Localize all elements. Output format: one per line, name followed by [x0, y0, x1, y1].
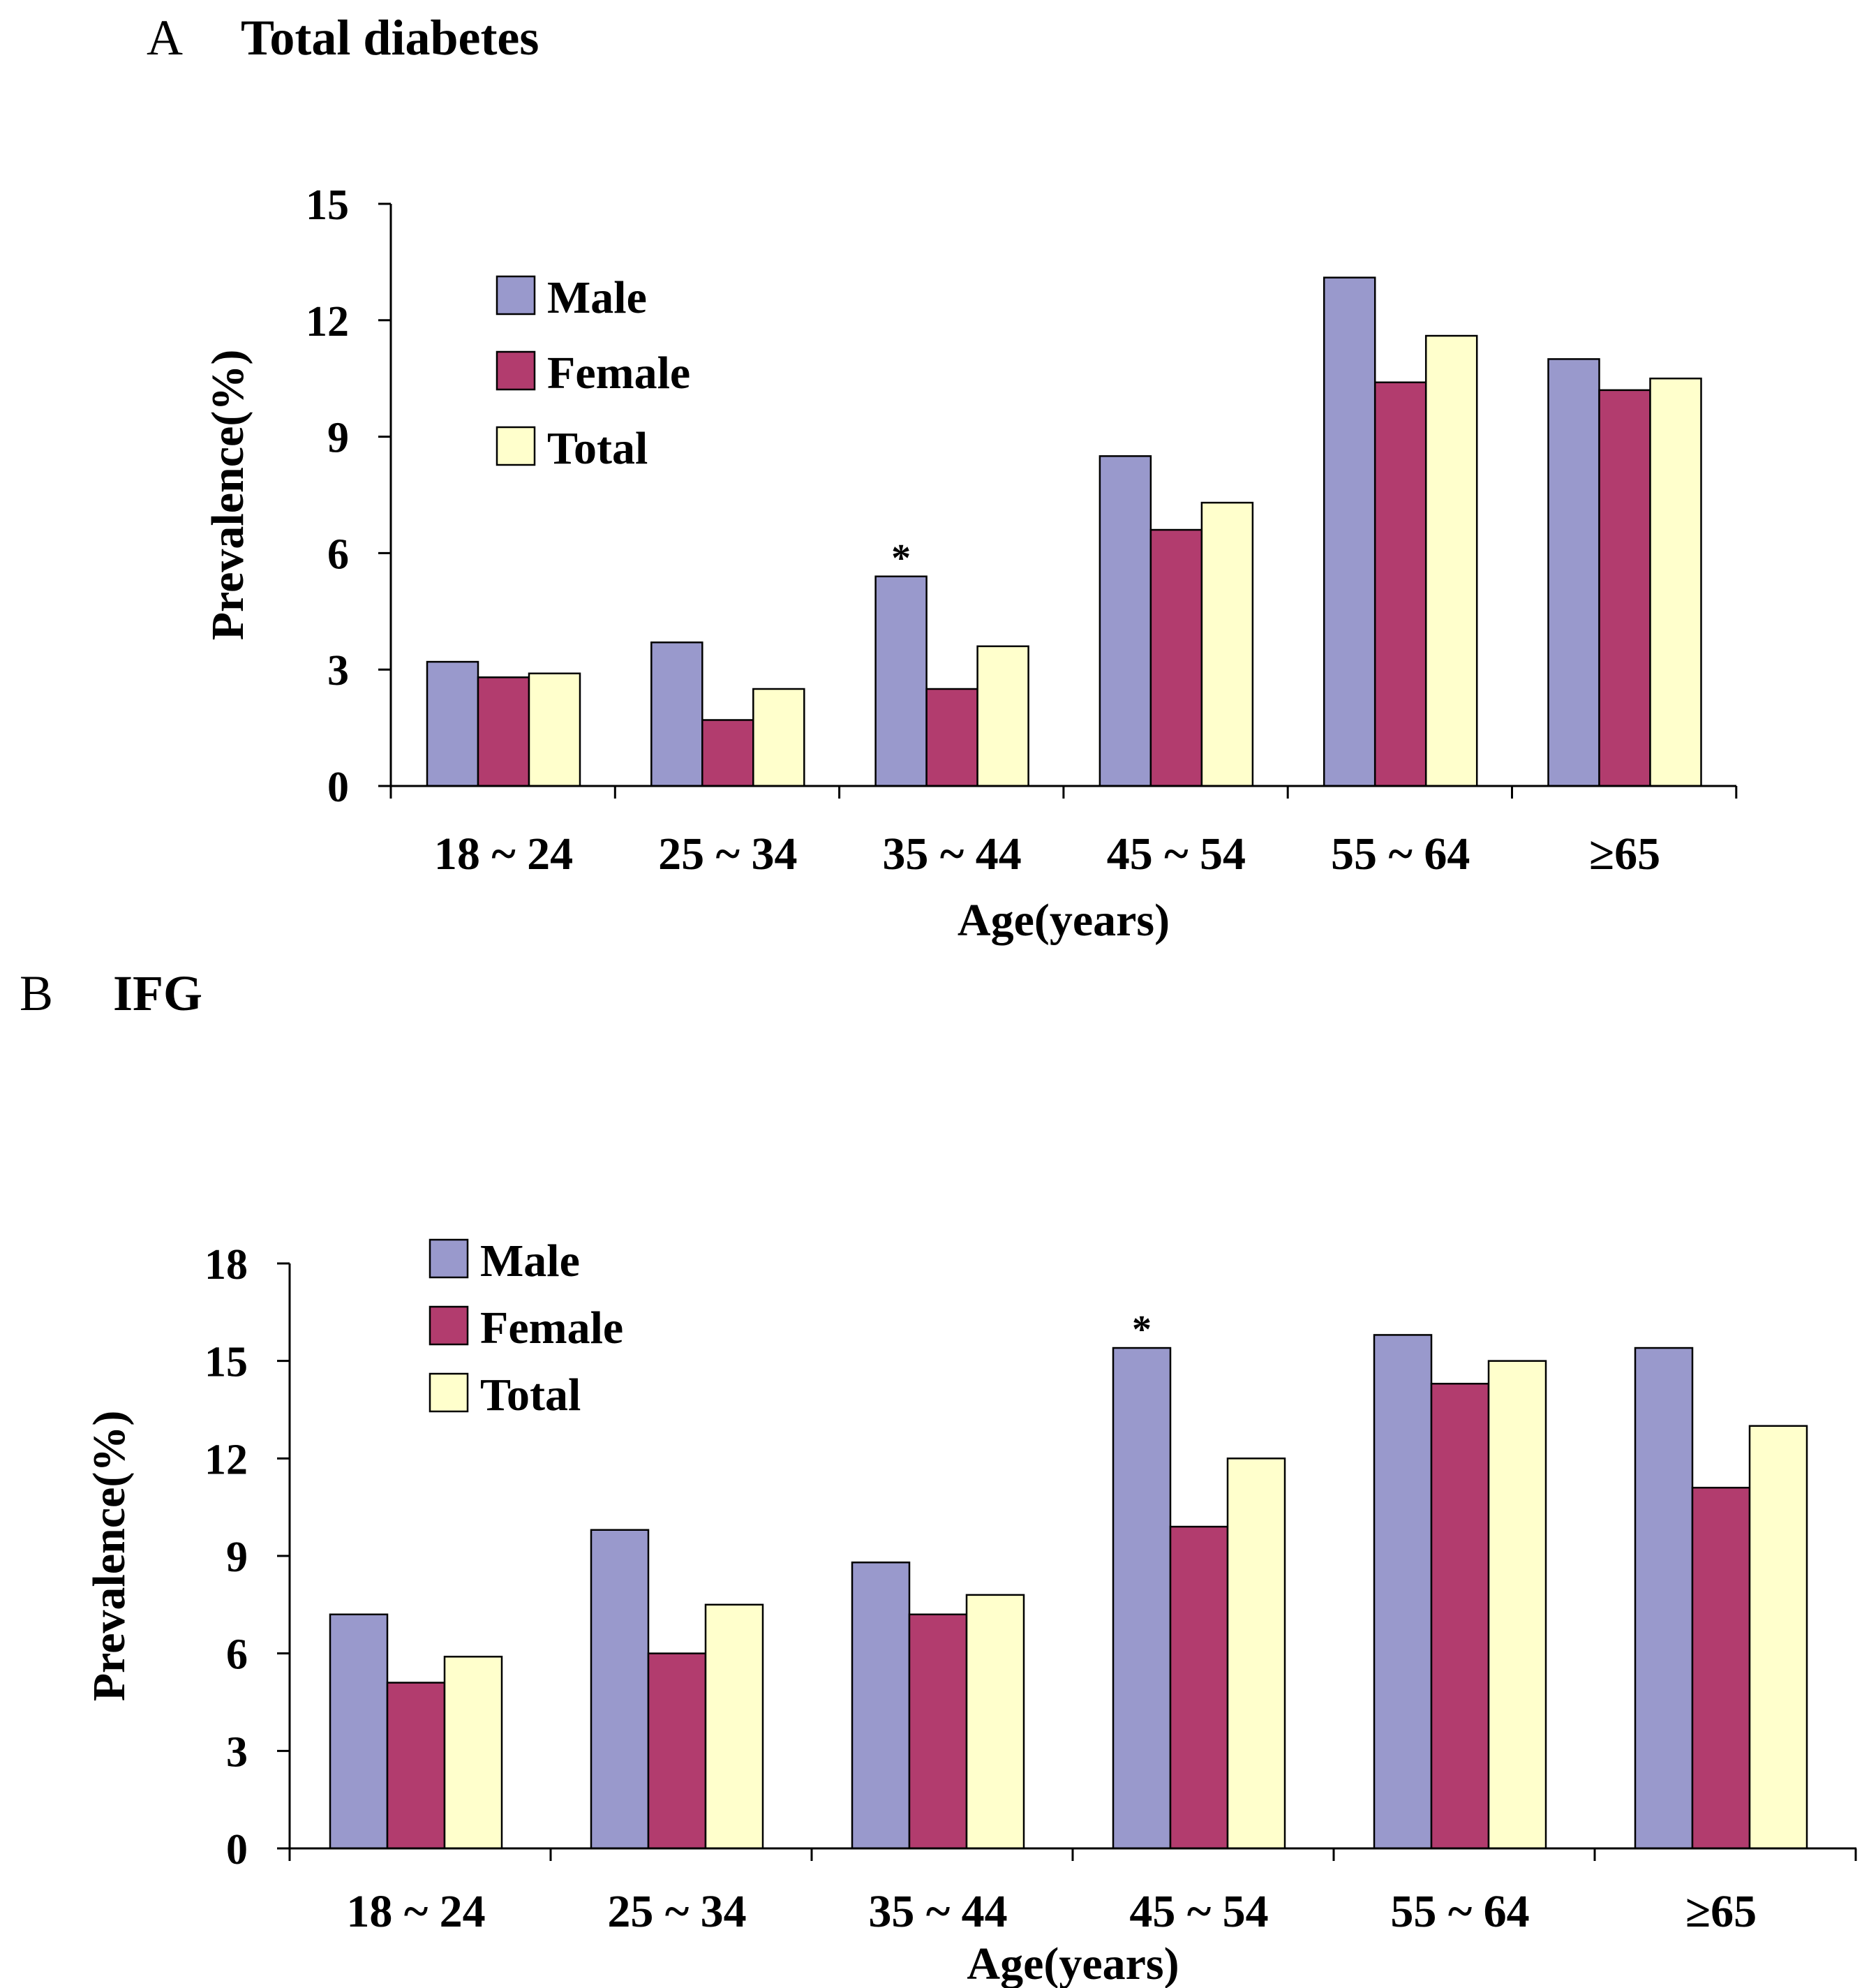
bar-total-4: [1424, 334, 1478, 787]
bar-female-1: [701, 719, 754, 787]
x-axis-label: Age(years): [967, 1938, 1179, 1988]
legend-swatch-male: [429, 1238, 469, 1279]
significance-asterisk: *: [891, 537, 911, 580]
bar-total-3: [1200, 501, 1254, 787]
bar-female-2: [908, 1613, 968, 1850]
x-tick-label: 18 ~ 24: [346, 1886, 485, 1937]
bar-female-5: [1691, 1486, 1751, 1850]
y-tick-label: 0: [226, 1826, 248, 1874]
x-tick-label: 55 ~ 64: [1331, 829, 1470, 880]
bar-female-4: [1373, 381, 1427, 787]
y-tick-label: 3: [226, 1728, 248, 1776]
y-tick-label: 6: [327, 531, 349, 578]
y-tick-label: 12: [204, 1436, 248, 1483]
bar-female-0: [477, 676, 530, 787]
bar-male-0: [329, 1613, 389, 1850]
bar-female-5: [1598, 389, 1651, 787]
bar-total-3: [1226, 1457, 1286, 1850]
bar-male-0: [426, 660, 479, 787]
x-tick-label: 55 ~ 64: [1390, 1886, 1529, 1937]
x-tick-label: 35 ~ 44: [868, 1886, 1007, 1937]
panel-letter: A: [147, 10, 183, 66]
bar-female-1: [647, 1652, 707, 1850]
bar-female-3: [1149, 528, 1203, 787]
bar-total-2: [965, 1594, 1025, 1850]
y-tick-label: 9: [226, 1534, 248, 1581]
bar-total-4: [1487, 1360, 1547, 1850]
y-tick-label: 15: [204, 1339, 248, 1386]
bar-total-0: [528, 672, 581, 787]
panel-letter: B: [20, 965, 53, 1021]
y-tick-label: 0: [327, 764, 349, 811]
legend-label-total: Total: [547, 423, 648, 474]
x-tick-label: 35 ~ 44: [882, 829, 1021, 880]
y-axis-label: Prevalence(%): [202, 350, 253, 641]
bar-male-2: [874, 575, 928, 787]
legend-swatch-total: [496, 426, 536, 466]
bar-total-5: [1748, 1425, 1808, 1850]
x-tick-label: 45 ~ 54: [1107, 829, 1246, 880]
x-tick-label: 18 ~ 24: [434, 829, 573, 880]
x-tick-label: ≥65: [1589, 829, 1660, 880]
legend-swatch-total: [429, 1372, 469, 1413]
y-axis-label: Prevalence(%): [84, 1411, 135, 1702]
bar-female-3: [1169, 1525, 1229, 1850]
bar-female-2: [925, 688, 978, 787]
x-tick-label: 25 ~ 34: [607, 1886, 746, 1937]
bar-total-1: [752, 688, 805, 787]
legend-swatch-female: [429, 1305, 469, 1346]
chart-title: Total diabetes: [241, 10, 539, 66]
legend-label-female: Female: [480, 1303, 623, 1353]
y-tick-label: 6: [226, 1631, 248, 1679]
y-tick-label: 3: [327, 647, 349, 695]
bar-female-4: [1430, 1383, 1490, 1850]
bar-total-2: [976, 645, 1029, 787]
x-tick-label: 25 ~ 34: [658, 829, 797, 880]
x-axis-label: Age(years): [958, 895, 1170, 946]
bar-male-3: [1098, 455, 1152, 787]
legend-label-male: Male: [480, 1236, 580, 1286]
bar-male-2: [851, 1562, 911, 1850]
y-tick-label: 9: [327, 415, 349, 462]
bar-total-1: [704, 1603, 764, 1850]
y-tick-label: 12: [306, 298, 349, 346]
bar-male-5: [1547, 358, 1600, 787]
significance-asterisk: *: [1132, 1308, 1152, 1351]
panel-a: A Total diabetes 0 3 6 9 12 15 18 ~ 24 25 ~ 34 35 …: [147, 10, 1738, 946]
legend-swatch-male: [496, 275, 536, 316]
legend-label-total: Total: [480, 1370, 581, 1420]
bar-male-1: [590, 1529, 650, 1850]
bar-total-0: [443, 1656, 503, 1850]
legend-label-female: Female: [547, 348, 690, 399]
legend-swatch-female: [496, 350, 536, 391]
bar-male-3: [1112, 1347, 1172, 1850]
bar-male-1: [650, 641, 703, 787]
x-tick-label: ≥65: [1685, 1886, 1757, 1937]
panel-b: B IFG 0 3 6 9 12 15 18 18 ~ 24 25 ~ 34 35 ~ 44 45 ~ …: [20, 965, 1857, 1988]
bar-male-4: [1323, 276, 1376, 787]
bar-male-5: [1634, 1347, 1694, 1850]
bar-male-4: [1373, 1334, 1433, 1850]
legend-label-male: Male: [547, 272, 647, 323]
y-tick-label: 15: [306, 181, 349, 229]
bar-female-0: [386, 1682, 446, 1850]
x-tick-label: 45 ~ 54: [1129, 1886, 1268, 1937]
y-tick-label: 18: [204, 1241, 248, 1289]
chart-title: IFG: [113, 965, 202, 1021]
bar-total-5: [1649, 377, 1702, 787]
